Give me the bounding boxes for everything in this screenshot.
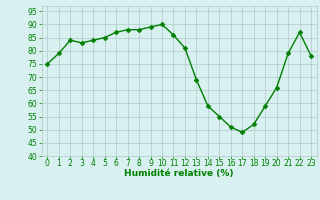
X-axis label: Humidité relative (%): Humidité relative (%): [124, 169, 234, 178]
